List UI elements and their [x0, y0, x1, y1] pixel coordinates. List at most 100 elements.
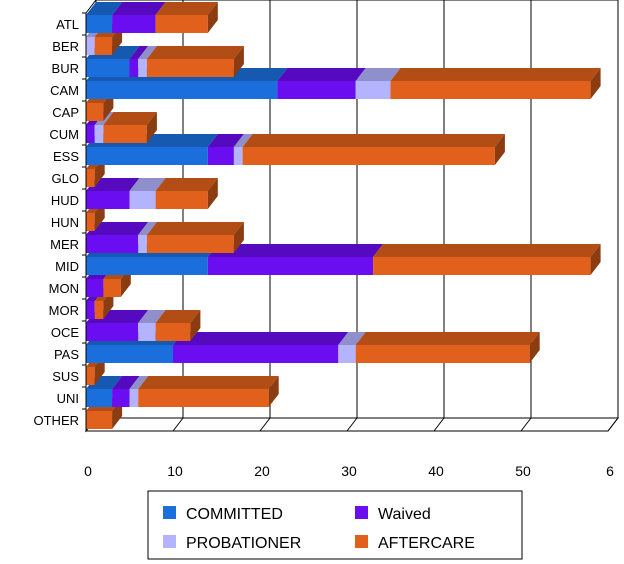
- bar-top-probationer: [129, 178, 166, 191]
- bar-side: [207, 178, 218, 209]
- category-label: ESS: [53, 149, 79, 164]
- bar-segment-probationer: [138, 59, 147, 77]
- bar-segment-aftercare: [155, 323, 191, 341]
- bar-top-aftercare: [155, 310, 201, 323]
- x-tick-label: 0: [84, 463, 92, 479]
- bar-segment-aftercare: [86, 367, 95, 385]
- bar-top-waived: [207, 134, 244, 147]
- bar-segment-waived: [129, 59, 139, 77]
- x-tick-label: 50: [515, 463, 531, 479]
- legend-swatch-probationer: [163, 535, 176, 548]
- category-label: CUM: [49, 127, 79, 142]
- category-label: CAP: [52, 105, 79, 120]
- bar-segment-waived: [86, 191, 130, 209]
- bar-top-aftercare: [355, 332, 540, 345]
- bar-segment-probationer: [129, 191, 156, 209]
- gridline-floor: [172, 417, 184, 432]
- gridline-floor: [520, 417, 532, 432]
- bar-top-aftercare: [155, 2, 218, 15]
- bar-segment-waived: [112, 389, 130, 407]
- bar-top-waived: [86, 178, 140, 191]
- bar-segment-committed: [86, 59, 130, 77]
- bar-top-waived: [112, 376, 140, 389]
- bar-top-aftercare: [155, 178, 218, 191]
- category-label: GLO: [52, 171, 79, 186]
- bar-top-aftercare: [146, 222, 244, 235]
- category-label: MID: [55, 259, 79, 274]
- bar-side: [190, 310, 201, 341]
- bar-side: [233, 46, 244, 77]
- bar-top-committed: [86, 2, 123, 15]
- bar-top-waived: [129, 46, 149, 59]
- bar-top-probationer: [338, 332, 366, 345]
- bar-segment-waived: [207, 147, 234, 165]
- x-tick-label: 6: [606, 463, 614, 479]
- bar-segment-aftercare: [355, 345, 530, 363]
- bar-side: [590, 68, 601, 99]
- bar-segment-aftercare: [103, 125, 147, 143]
- bar-top-waived: [277, 68, 366, 81]
- gridline-floor: [607, 417, 619, 432]
- bar-segment-waived: [86, 301, 95, 319]
- category-label: CAM: [50, 83, 79, 98]
- bar-segment-waived: [86, 279, 104, 297]
- bar-segment-committed: [86, 15, 113, 33]
- legend-swatch-aftercare: [355, 535, 368, 548]
- bar-segment-probationer: [233, 147, 243, 165]
- category-label: BER: [52, 39, 79, 54]
- category-label: BUR: [52, 61, 79, 76]
- category-label: PAS: [54, 347, 79, 362]
- bar-top-aftercare: [138, 376, 279, 389]
- bar-segment-aftercare: [138, 389, 269, 407]
- category-label: HUD: [51, 193, 79, 208]
- category-label: UNI: [57, 391, 79, 406]
- bar-top-probationer: [138, 310, 166, 323]
- chart-axes: ATL BER BUR CAM CAP CUM ESS GLO HUD HUN MER MID MON M…: [34, 12, 614, 479]
- bar-segment-aftercare: [103, 279, 121, 297]
- bar-top-waived: [86, 222, 149, 235]
- bar-segment-waived: [86, 323, 139, 341]
- bar-top-probationer: [355, 68, 401, 81]
- chart-legend: COMMITTED Waived PROBATIONER AFTERCARE: [147, 490, 523, 560]
- category-label: ATL: [56, 17, 79, 32]
- legend-frame: [147, 490, 523, 560]
- bar-segment-aftercare: [373, 257, 591, 275]
- bar-top-aftercare: [373, 244, 601, 257]
- gridline-floor: [433, 417, 445, 432]
- bar-segment-waived: [173, 345, 339, 363]
- bar-segment-probationer: [129, 389, 139, 407]
- bar-top-aftercare: [146, 46, 244, 59]
- bar-side: [268, 376, 279, 407]
- bar-segment-committed: [86, 257, 208, 275]
- bar-side: [207, 2, 218, 33]
- bar-segment-committed: [86, 81, 278, 99]
- bar-segment-aftercare: [86, 411, 113, 429]
- bar-top-probationer: [233, 134, 253, 147]
- gridline-floor: [259, 417, 271, 432]
- bar-segment-aftercare: [155, 191, 208, 209]
- bar-segment-aftercare: [94, 37, 113, 55]
- legend-swatch-waived: [355, 506, 368, 519]
- legend-label-waived: Waived: [378, 506, 431, 523]
- bar-top-probationer: [138, 46, 157, 59]
- bar-segment-probationer: [86, 37, 95, 55]
- bar-segment-probationer: [138, 235, 147, 253]
- bar-segment-aftercare: [146, 235, 234, 253]
- bar-top-waived: [173, 332, 349, 345]
- category-label: OCE: [51, 325, 80, 340]
- chart-bars: [86, 2, 601, 429]
- category-label: OTHER: [34, 413, 80, 428]
- bar-segment-aftercare: [155, 15, 208, 33]
- bar-segment-committed: [86, 345, 173, 363]
- category-label: MON: [49, 281, 79, 296]
- bar-top-probationer: [129, 376, 149, 389]
- bar-segment-aftercare: [390, 81, 591, 99]
- x-tick-label: 20: [254, 463, 270, 479]
- bar-top-probationer: [138, 222, 157, 235]
- bar-segment-probationer: [338, 345, 356, 363]
- bar-segment-waived: [112, 15, 156, 33]
- bar-segment-waived: [86, 125, 95, 143]
- bar-segment-probationer: [138, 323, 156, 341]
- legend-swatch-committed: [163, 506, 176, 519]
